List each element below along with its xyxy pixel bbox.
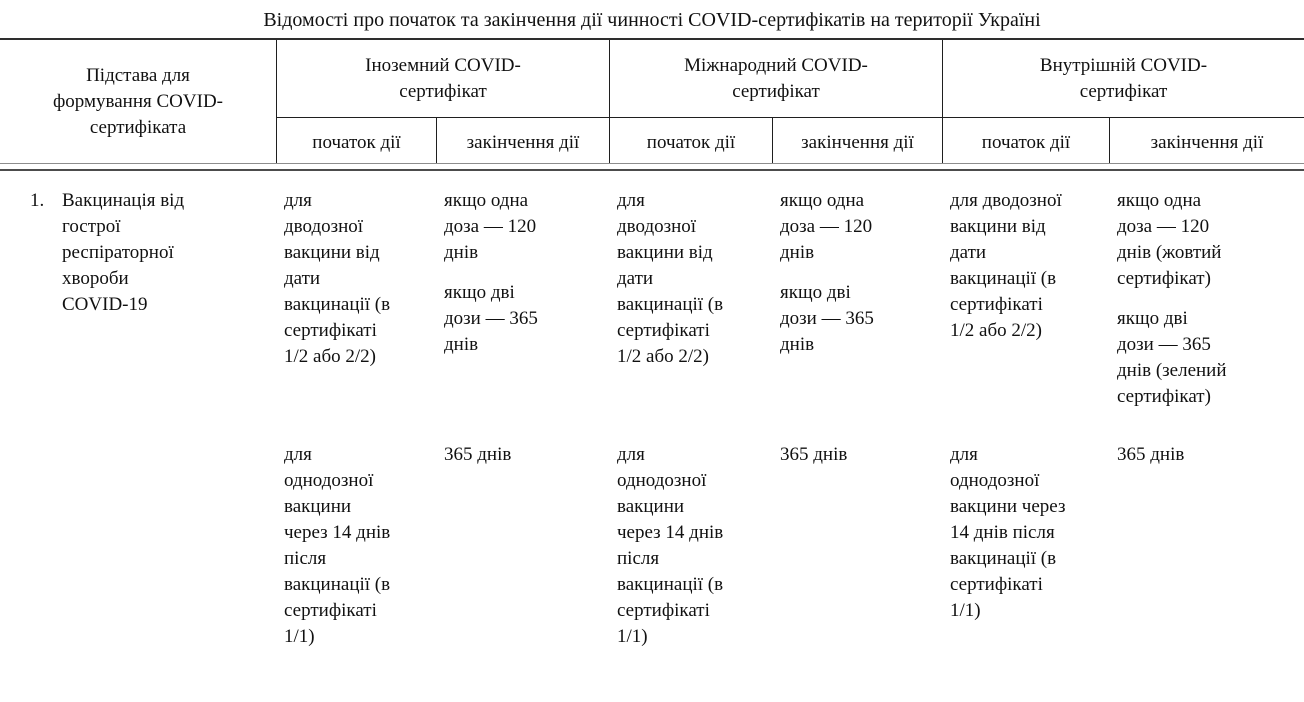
cell-basis-empty bbox=[0, 442, 277, 650]
paragraph: 365 днів bbox=[780, 444, 848, 465]
column-group-internal-cert: Внутрішній COVID- сертифікат bbox=[943, 40, 1304, 118]
paragraph: для дводозної вакцини від дати вакцинаці… bbox=[617, 190, 724, 367]
table-body: 1. Вакцинація від гострої респіраторної … bbox=[0, 171, 1304, 650]
subheader-foreign-end: закінчення дії bbox=[437, 118, 610, 163]
table-header: Підстава для формування COVID- сертифіка… bbox=[0, 38, 1304, 163]
basis-row-1: 1. Вакцинація від гострої респіраторної … bbox=[7, 188, 271, 318]
basis-text: Вакцинація від гострої респіраторної хво… bbox=[62, 190, 185, 315]
cell-foreign-end-a: якщо одна доза — 120 днів якщо дві дози … bbox=[437, 188, 610, 410]
cell-international-end-a: якщо одна доза — 120 днів якщо дві дози … bbox=[773, 188, 943, 410]
paragraph: якщо дві дози — 365 днів bbox=[780, 282, 874, 355]
paragraph: якщо одна доза — 120 днів (жовтий сертиф… bbox=[1117, 190, 1222, 289]
paragraph: для дводозної вакцини від дати вакцинаці… bbox=[950, 190, 1062, 341]
paragraph: якщо дві дози — 365 днів (зелений сертиф… bbox=[1117, 308, 1227, 407]
cell-internal-start-b: для однодозної вакцини через 14 днів піс… bbox=[943, 442, 1110, 650]
page-title: Відомості про початок та закінчення дії … bbox=[263, 9, 1041, 31]
column-header-basis: Підстава для формування COVID- сертифіка… bbox=[0, 40, 277, 163]
row-number: 1. bbox=[30, 190, 45, 211]
paragraph: для однодозної вакцини через 14 днів піс… bbox=[617, 444, 724, 647]
paragraph: 365 днів bbox=[1117, 444, 1185, 465]
header-divider bbox=[0, 163, 1304, 171]
column-group-international-cert: Міжнародний COVID- сертифікат bbox=[610, 40, 943, 118]
cell-internal-end-a: якщо одна доза — 120 днів (жовтий сертиф… bbox=[1110, 188, 1304, 410]
paragraph: для однодозної вакцини через 14 днів піс… bbox=[284, 444, 391, 647]
cell-basis: 1. Вакцинація від гострої респіраторної … bbox=[0, 188, 277, 410]
cell-international-start-b: для однодозної вакцини через 14 днів піс… bbox=[610, 442, 773, 650]
paragraph: 365 днів bbox=[444, 444, 512, 465]
paragraph: якщо одна доза — 120 днів bbox=[444, 190, 537, 263]
subheader-internal-end: закінчення дії bbox=[1150, 132, 1264, 153]
cell-foreign-start-b: для однодозної вакцини через 14 днів піс… bbox=[277, 442, 437, 650]
paragraph: якщо дві дози — 365 днів bbox=[444, 282, 538, 355]
cell-internal-start-a: для дводозної вакцини від дати вакцинаці… bbox=[943, 188, 1110, 410]
cell-foreign-end-b: 365 днів bbox=[437, 442, 610, 650]
paragraph: якщо одна доза — 120 днів bbox=[780, 190, 873, 263]
covid-cert-table: Підстава для формування COVID- сертифіка… bbox=[0, 38, 1304, 650]
column-group-foreign-cert: Іноземний COVID- сертифікат bbox=[277, 40, 610, 118]
cell-foreign-start-a: для дводозної вакцини від дати вакцинаці… bbox=[277, 188, 437, 410]
cell-international-end-b: 365 днів bbox=[773, 442, 943, 650]
paragraph: для дводозної вакцини від дати вакцинаці… bbox=[284, 190, 391, 367]
paragraph: для однодозної вакцини через 14 днів піс… bbox=[950, 444, 1066, 621]
cell-internal-end-b: 365 днів bbox=[1110, 442, 1304, 650]
subheader-internal-start: початок дії bbox=[943, 118, 1110, 163]
subheader-international-end: закінчення дії bbox=[773, 118, 943, 163]
cell-international-start-a: для дводозної вакцини від дати вакцинаці… bbox=[610, 188, 773, 410]
subheader-foreign-start: початок дії bbox=[277, 118, 437, 163]
subheader-international-start: початок дії bbox=[610, 118, 773, 163]
